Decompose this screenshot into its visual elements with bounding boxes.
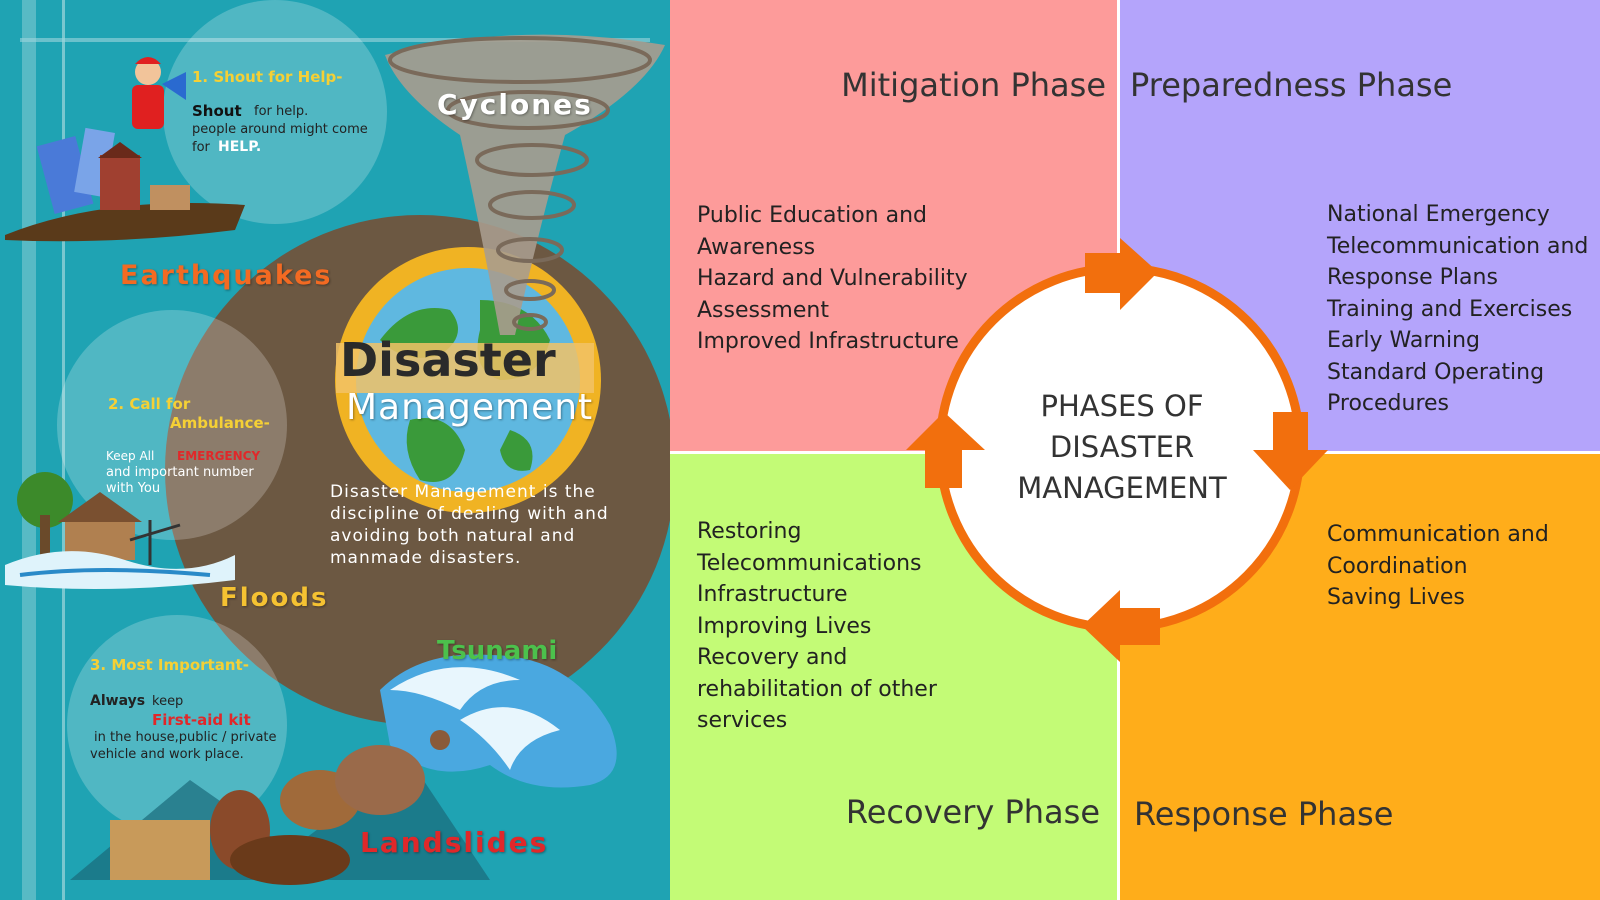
poster-illustration <box>5 0 670 900</box>
tip-1-text: for help. <box>254 104 309 119</box>
list-item: Standard Operating <box>1327 359 1545 385</box>
recovery-phase-title: Recovery Phase <box>845 793 1100 831</box>
tip-2-text: with You <box>106 481 161 496</box>
list-item: Infrastructure <box>697 582 848 607</box>
tip-1-text: for <box>192 140 210 155</box>
list-item: Response Plans <box>1327 265 1498 290</box>
definition-line: discipline of dealing with and <box>330 504 609 524</box>
tip-circle-2 <box>57 310 287 540</box>
list-item: services <box>697 708 788 733</box>
tip-2-text: and important number <box>106 465 254 480</box>
tornado-icon <box>385 34 665 335</box>
list-item: Assessment <box>697 297 829 323</box>
response-phase-title: Response Phase <box>1134 795 1394 833</box>
tip-3-text: Always <box>90 693 146 709</box>
cycle-arrow-down-icon <box>1253 412 1328 490</box>
tip-3-first-aid: First-aid kit <box>152 711 251 729</box>
tip-3-text: vehicle and work place. <box>90 747 244 762</box>
poster-title-disaster: Disaster <box>340 333 556 387</box>
list-item: Telecommunication and <box>1327 233 1589 259</box>
tip-1-bold: Shout <box>192 102 242 120</box>
mitigation-items: Public Education and Awareness Hazard an… <box>697 200 968 358</box>
preparedness-items: National Emergency Telecommunication and… <box>1327 199 1588 420</box>
definition-line: manmade disasters. <box>330 548 522 568</box>
list-item: Procedures <box>1327 391 1449 416</box>
cycle-center-label: PHASES OF DISASTER MANAGEMENT <box>1012 386 1232 509</box>
megaphone-person-icon <box>132 57 186 129</box>
tip-circle-1 <box>163 0 387 224</box>
list-item: National Emergency <box>1327 202 1550 227</box>
list-item: Telecommunications <box>697 550 922 576</box>
tip-3-heading: 3. Most Important- <box>90 656 249 674</box>
tip-2-emergency: EMERGENCY <box>177 449 261 463</box>
tip-3-text: keep <box>152 694 184 709</box>
response-items: Communication and Coordination Saving Li… <box>1327 519 1549 614</box>
collapsed-buildings-icon <box>5 127 245 242</box>
flooded-house-icon <box>5 472 235 589</box>
list-item: Saving Lives <box>1327 585 1465 610</box>
cycle-arrow-up-icon <box>906 412 985 488</box>
hazard-floods-label: Floods <box>220 583 329 613</box>
hazard-tsunami-label: Tsunami <box>437 636 558 666</box>
mitigation-phase-title: Mitigation Phase <box>841 66 1106 104</box>
disaster-poster: Cyclones Earthquakes Floods Tsunami Land… <box>0 0 670 900</box>
tip-1-heading: 1. Shout for Help- <box>192 68 343 86</box>
tip-circle-3 <box>67 615 287 835</box>
hazard-earthquakes-label: Earthquakes <box>120 260 333 291</box>
list-item: Improving Lives <box>697 613 872 639</box>
list-item: rehabilitation of other <box>697 676 937 702</box>
tip-3-text: in the house,public / private <box>94 730 277 745</box>
preparedness-phase-title: Preparedness Phase <box>1130 66 1453 104</box>
tip-2-text: Keep All <box>106 449 155 463</box>
list-item: Restoring <box>697 519 802 544</box>
rockslide-icon <box>70 745 490 885</box>
list-item: Awareness <box>697 234 816 260</box>
wave-icon <box>380 654 617 788</box>
tip-2-heading: Ambulance- <box>170 414 270 432</box>
poster-title-management: Management <box>346 387 594 428</box>
hazard-landslides-label: Landslides <box>360 826 549 859</box>
list-item: Communication and <box>1327 522 1549 547</box>
cycle-arrow-left-icon <box>1082 590 1160 662</box>
list-item: Recovery and <box>697 645 848 670</box>
center-line: PHASES OF <box>1040 389 1204 423</box>
list-item: Coordination <box>1327 553 1468 579</box>
list-item: Early Warning <box>1327 328 1481 353</box>
tip-1-text: people around might come <box>192 122 368 137</box>
list-item: Improved Infrastructure <box>697 329 959 354</box>
cycle-arrow-right-icon <box>1085 238 1158 310</box>
recovery-items: Restoring Telecommunications Infrastruct… <box>697 516 937 737</box>
definition-line: Disaster Management is the <box>330 482 596 502</box>
tip-2-heading: 2. Call for <box>108 395 191 413</box>
tip-1-help: HELP. <box>218 139 262 155</box>
hazard-cyclones-label: Cyclones <box>437 88 593 121</box>
list-item: Hazard and Vulnerability <box>697 266 968 291</box>
definition-line: avoiding both natural and <box>330 526 576 546</box>
list-item: Public Education and <box>697 203 928 228</box>
list-item: Training and Exercises <box>1327 296 1573 322</box>
center-line: DISASTER <box>1049 430 1195 464</box>
center-line: MANAGEMENT <box>1017 471 1227 505</box>
